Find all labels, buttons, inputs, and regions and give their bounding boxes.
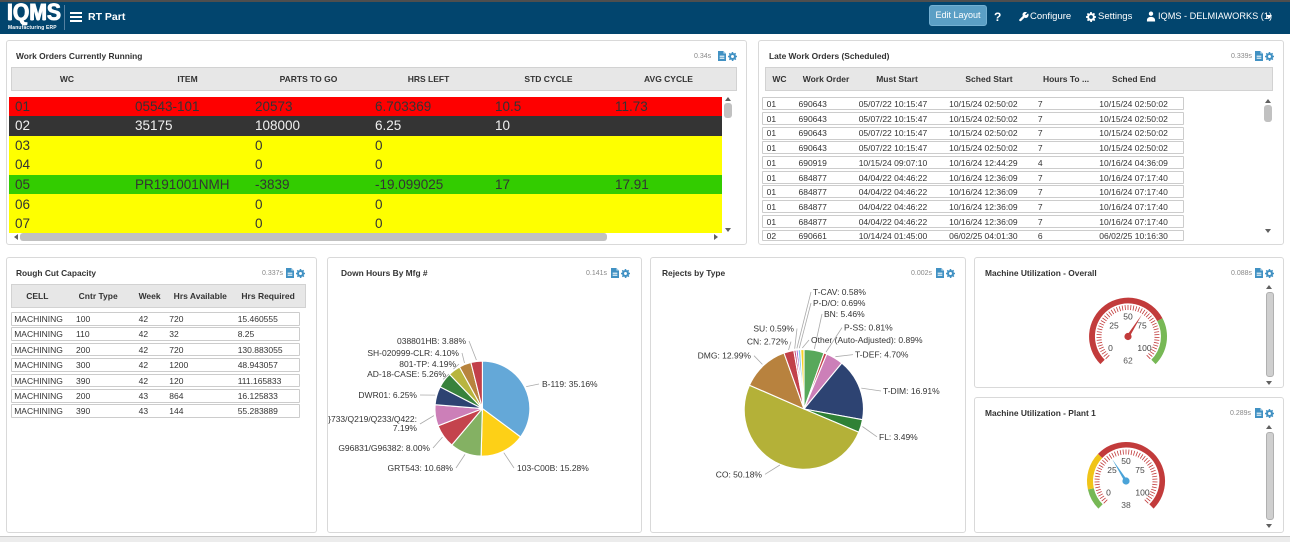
svg-text:AD-18-CASE: 5.26%: AD-18-CASE: 5.26% xyxy=(367,369,446,379)
svg-text:38: 38 xyxy=(1121,500,1131,510)
svg-text:CO: 50.18%: CO: 50.18% xyxy=(716,469,763,479)
svg-text:T-DIM: 16.91%: T-DIM: 16.91% xyxy=(883,386,940,396)
svg-text:Other (Auto-Adjusted): 0.89%: Other (Auto-Adjusted): 0.89% xyxy=(811,335,923,345)
svg-text:DMG: 12.99%: DMG: 12.99% xyxy=(698,351,752,361)
svg-text:0: 0 xyxy=(1108,343,1113,353)
svg-text:SH-020999-CLR: 4.10%: SH-020999-CLR: 4.10% xyxy=(367,348,459,358)
svg-text:G96831/G96382: 8.00%: G96831/G96382: 8.00% xyxy=(338,443,430,453)
svg-text:P-D/O: 0.69%: P-D/O: 0.69% xyxy=(813,298,866,308)
svg-text:T-DEF: 4.70%: T-DEF: 4.70% xyxy=(855,350,909,360)
svg-text:25: 25 xyxy=(1109,321,1119,331)
svg-text:SU: 0.59%: SU: 0.59% xyxy=(753,324,794,334)
svg-text:B-119: 35.16%: B-119: 35.16% xyxy=(542,379,598,389)
svg-text:T-CAV: 0.58%: T-CAV: 0.58% xyxy=(813,287,866,297)
svg-text:75: 75 xyxy=(1135,465,1145,475)
svg-text:CN: 2.72%: CN: 2.72% xyxy=(747,337,789,347)
svg-text:50: 50 xyxy=(1121,456,1131,466)
svg-text:7.19%: 7.19% xyxy=(393,423,418,433)
svg-text:0: 0 xyxy=(1106,488,1111,498)
svg-text:FL: 3.49%: FL: 3.49% xyxy=(879,432,918,442)
svg-text:GRT543: 10.68%: GRT543: 10.68% xyxy=(387,463,453,473)
svg-text:801-TP: 4.19%: 801-TP: 4.19% xyxy=(399,359,456,369)
svg-text:BN: 5.46%: BN: 5.46% xyxy=(824,309,865,319)
svg-text:038801HB: 3.88%: 038801HB: 3.88% xyxy=(397,336,466,346)
svg-text:62: 62 xyxy=(1123,356,1133,366)
svg-text:103-C00B: 15.28%: 103-C00B: 15.28% xyxy=(517,463,589,473)
svg-text:}733/Q219/Q233/Q422:: }733/Q219/Q233/Q422: xyxy=(328,414,417,424)
svg-text:P-SS: 0.81%: P-SS: 0.81% xyxy=(844,323,893,333)
svg-text:50: 50 xyxy=(1123,312,1133,322)
svg-text:25: 25 xyxy=(1107,465,1117,475)
svg-text:DWR01: 6.25%: DWR01: 6.25% xyxy=(358,390,417,400)
svg-text:100: 100 xyxy=(1135,488,1149,498)
svg-text:100: 100 xyxy=(1137,343,1151,353)
svg-text:75: 75 xyxy=(1137,321,1147,331)
